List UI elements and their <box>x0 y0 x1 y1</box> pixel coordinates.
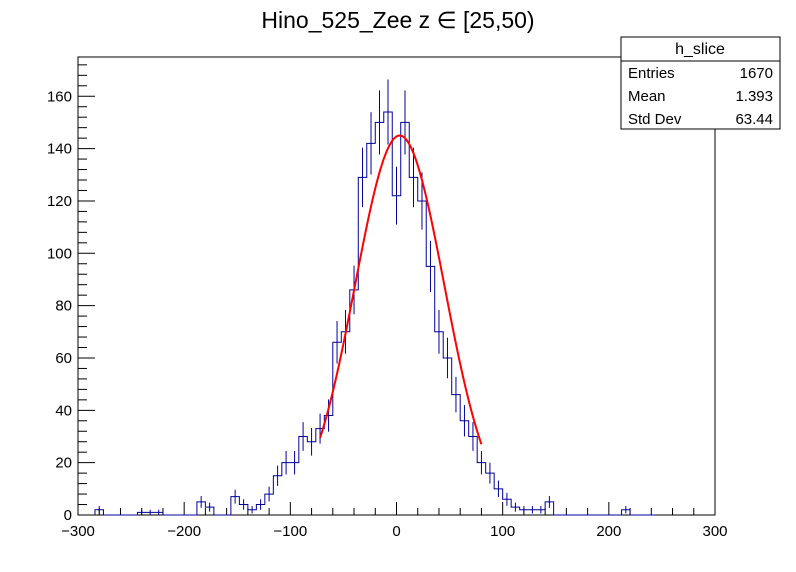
axis-tick-labels: −300 −200 −100 0 100 200 300 0 20 40 60 80 100 120 140… <box>47 88 728 540</box>
stats-mean-label: Mean <box>628 88 666 105</box>
stats-stddev-value: 63.44 <box>735 111 773 128</box>
x-tick-label: 300 <box>702 523 727 540</box>
x-tick-label: 200 <box>596 523 621 540</box>
histogram-outline <box>94 111 656 516</box>
stats-entries-value: 1670 <box>740 65 773 82</box>
x-tick-label: 0 <box>392 523 400 540</box>
x-tick-label: −100 <box>273 523 307 540</box>
y-tick-label: 80 <box>55 298 72 315</box>
gaussian-fit-curve <box>319 134 483 445</box>
y-tick-label: 100 <box>47 245 72 262</box>
x-tick-label: −200 <box>167 523 201 540</box>
axis-ticks <box>77 64 716 516</box>
y-tick-label: 40 <box>55 402 72 419</box>
y-tick-label: 120 <box>47 193 72 210</box>
stats-box-frame <box>620 36 781 130</box>
x-tick-label: 100 <box>490 523 515 540</box>
y-tick-label: 160 <box>47 88 72 105</box>
plot-frame <box>77 56 716 516</box>
stats-entries-label: Entries <box>628 65 675 82</box>
stats-box: h_slice Entries 1670 Mean 1.393 Std Dev … <box>620 36 781 130</box>
stats-box-title: h_slice <box>675 41 725 58</box>
y-tick-label: 60 <box>55 350 72 367</box>
y-tick-label: 0 <box>64 507 72 524</box>
y-tick-label: 20 <box>55 455 72 472</box>
stats-mean-value: 1.393 <box>735 88 773 105</box>
x-tick-label: −300 <box>61 523 95 540</box>
y-tick-label: 140 <box>47 141 72 158</box>
error-bars <box>98 79 627 515</box>
chart-title: Hino_525_Zee z ∈ [25,50) <box>261 7 534 33</box>
stats-stddev-label: Std Dev <box>628 111 682 128</box>
